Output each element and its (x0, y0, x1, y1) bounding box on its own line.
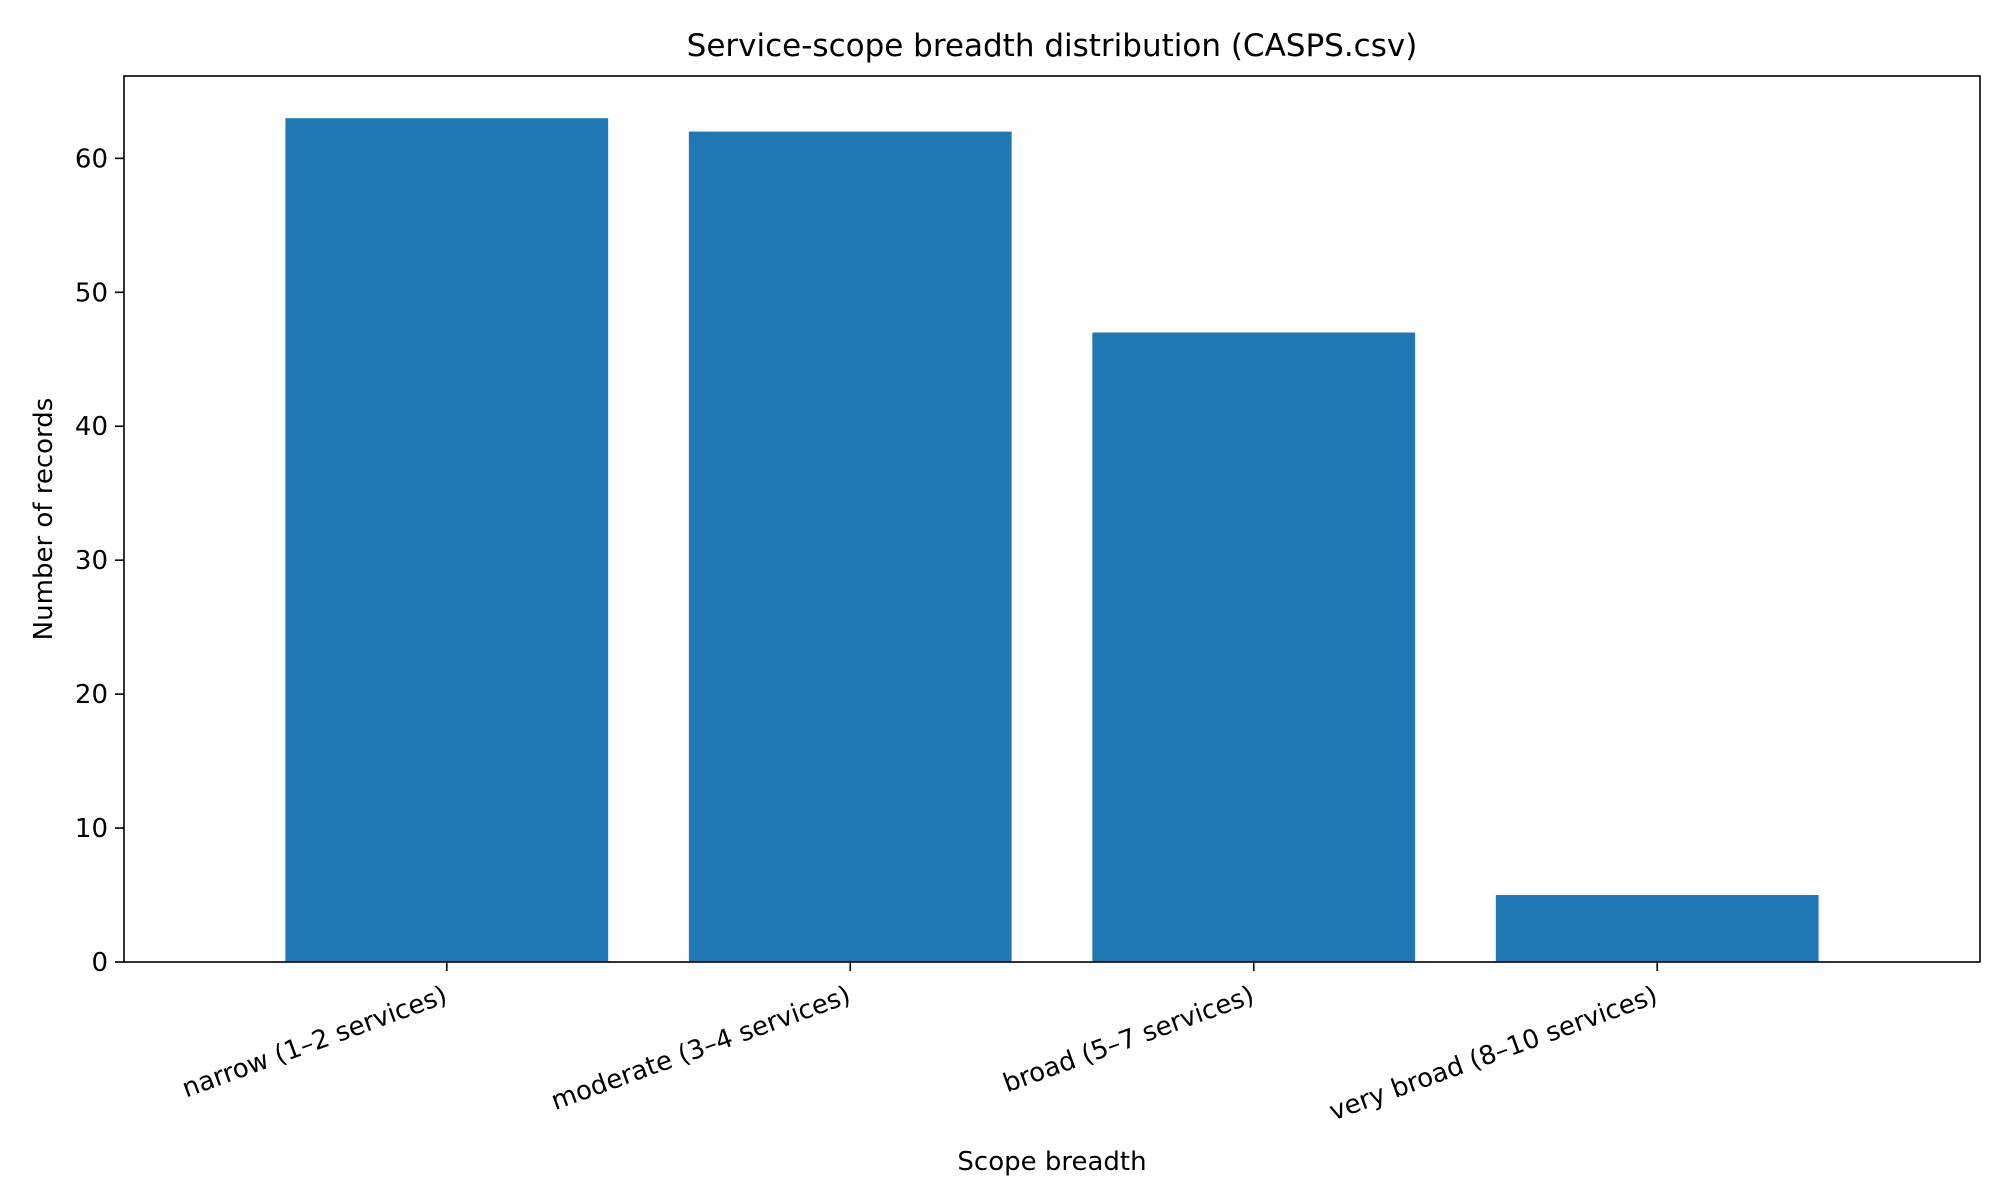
plot-frame (123, 75, 1981, 963)
y-tick-label-0: 0 (91, 948, 108, 978)
chart-title: Service-scope breadth distribution (CASP… (687, 28, 1418, 64)
y-tick-label-3: 30 (75, 546, 108, 576)
bar-0 (285, 118, 609, 962)
y-tick-label-2: 20 (75, 680, 108, 710)
y-tick-label-4: 40 (75, 412, 108, 442)
y-tick-label-5: 50 (75, 278, 108, 308)
bar-3 (1495, 895, 1819, 962)
bars (285, 118, 1819, 962)
y-tick-label-1: 10 (75, 814, 108, 844)
bar-2 (1092, 332, 1416, 962)
bar-1 (688, 131, 1012, 962)
x-axis-label: Scope breadth (957, 1147, 1146, 1177)
x-tick-label-0: narrow (1–2 services) (178, 980, 451, 1104)
y-axis-label: Number of records (29, 398, 59, 641)
y-tick-label-6: 60 (75, 144, 108, 174)
x-tick-label-2: broad (5–7 services) (999, 980, 1258, 1099)
x-tick-label-3: very broad (8–10 services) (1325, 980, 1661, 1127)
x-tick-label-1: moderate (3–4 services) (547, 980, 854, 1116)
